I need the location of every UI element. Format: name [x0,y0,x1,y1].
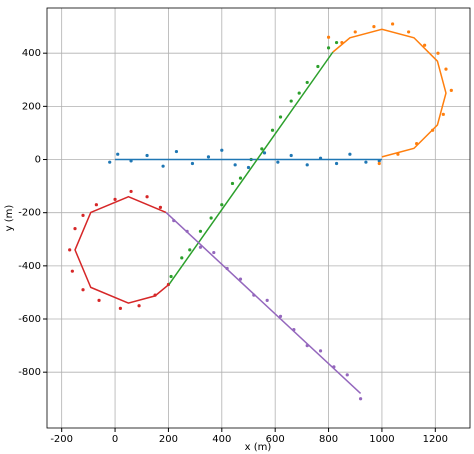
data-point [345,373,349,377]
data-point [364,160,368,164]
data-point [116,152,120,156]
data-point [423,43,427,47]
y-tick-label: -800 [18,367,41,378]
data-point [198,229,203,233]
data-point [305,80,309,85]
trajectory-line [165,211,362,394]
x-tick-label: -200 [50,434,73,445]
y-axis-label: y (m) [4,205,15,232]
data-point [180,256,184,260]
x-axis-label: x (m) [245,442,272,453]
data-point [297,91,301,95]
data-point [108,160,112,164]
data-point [348,152,352,156]
data-point [169,274,173,279]
data-point [316,64,320,69]
data-point [198,245,203,249]
data-point [190,161,195,166]
data-point [289,99,293,103]
data-point [246,165,251,170]
data-point [129,189,133,194]
data-point [334,161,339,166]
x-tick-label: 0 [112,434,118,445]
y-tick-label: 0 [35,155,41,166]
data-point [260,147,264,151]
data-point [188,248,192,252]
data-point [276,160,280,164]
data-point [238,176,243,180]
x-tick-label: 1000 [369,434,394,445]
y-tick-label: 200 [22,101,41,112]
trajectory-line [332,28,447,158]
trajectory-line [168,51,334,285]
data-point [278,314,283,318]
data-point [145,153,149,158]
data-point [270,128,275,132]
data-point [145,195,149,199]
data-point [73,227,77,231]
data-point [353,30,357,34]
data-point [444,67,448,71]
data-point [212,250,216,255]
data-point [220,203,224,207]
x-tick-label: 400 [212,434,231,445]
data-point [391,22,395,26]
data-point [70,269,74,273]
data-point [358,397,363,401]
x-tick-label: 200 [159,434,178,445]
data-point [97,298,101,303]
data-point [158,205,163,209]
x-tick-label: 600 [266,434,285,445]
data-point [441,112,445,116]
data-point [209,216,213,220]
data-point [305,163,309,167]
data-point [326,35,331,39]
y-tick-label: -200 [18,208,41,219]
trajectory-line [74,195,170,304]
data-point [137,304,141,308]
data-point [233,163,237,167]
data-point [326,46,331,50]
data-point [206,155,211,159]
data-point [265,298,269,303]
data-point [230,181,235,186]
data-point [174,149,179,154]
data-point [94,203,98,207]
data-point [449,88,453,93]
data-point [372,25,376,29]
data-point [436,51,440,55]
data-point [81,213,85,217]
y-tick-label: 400 [22,48,41,59]
y-tick-label: -600 [18,314,41,325]
data-point [318,349,323,353]
plot-frame [46,7,471,429]
data-point [118,306,122,310]
data-point [113,197,117,201]
x-tick-label: 1200 [423,434,448,445]
data-point [68,248,72,252]
data-point [220,148,224,152]
data-point [278,115,283,119]
x-tick-label: 800 [319,434,338,445]
data-point [334,40,339,45]
y-tick-label: -400 [18,261,41,272]
data-point [81,288,85,292]
data-point [262,151,267,155]
data-point [161,164,165,168]
data-point [289,153,293,158]
data-point [377,161,381,166]
data-point [407,30,411,34]
